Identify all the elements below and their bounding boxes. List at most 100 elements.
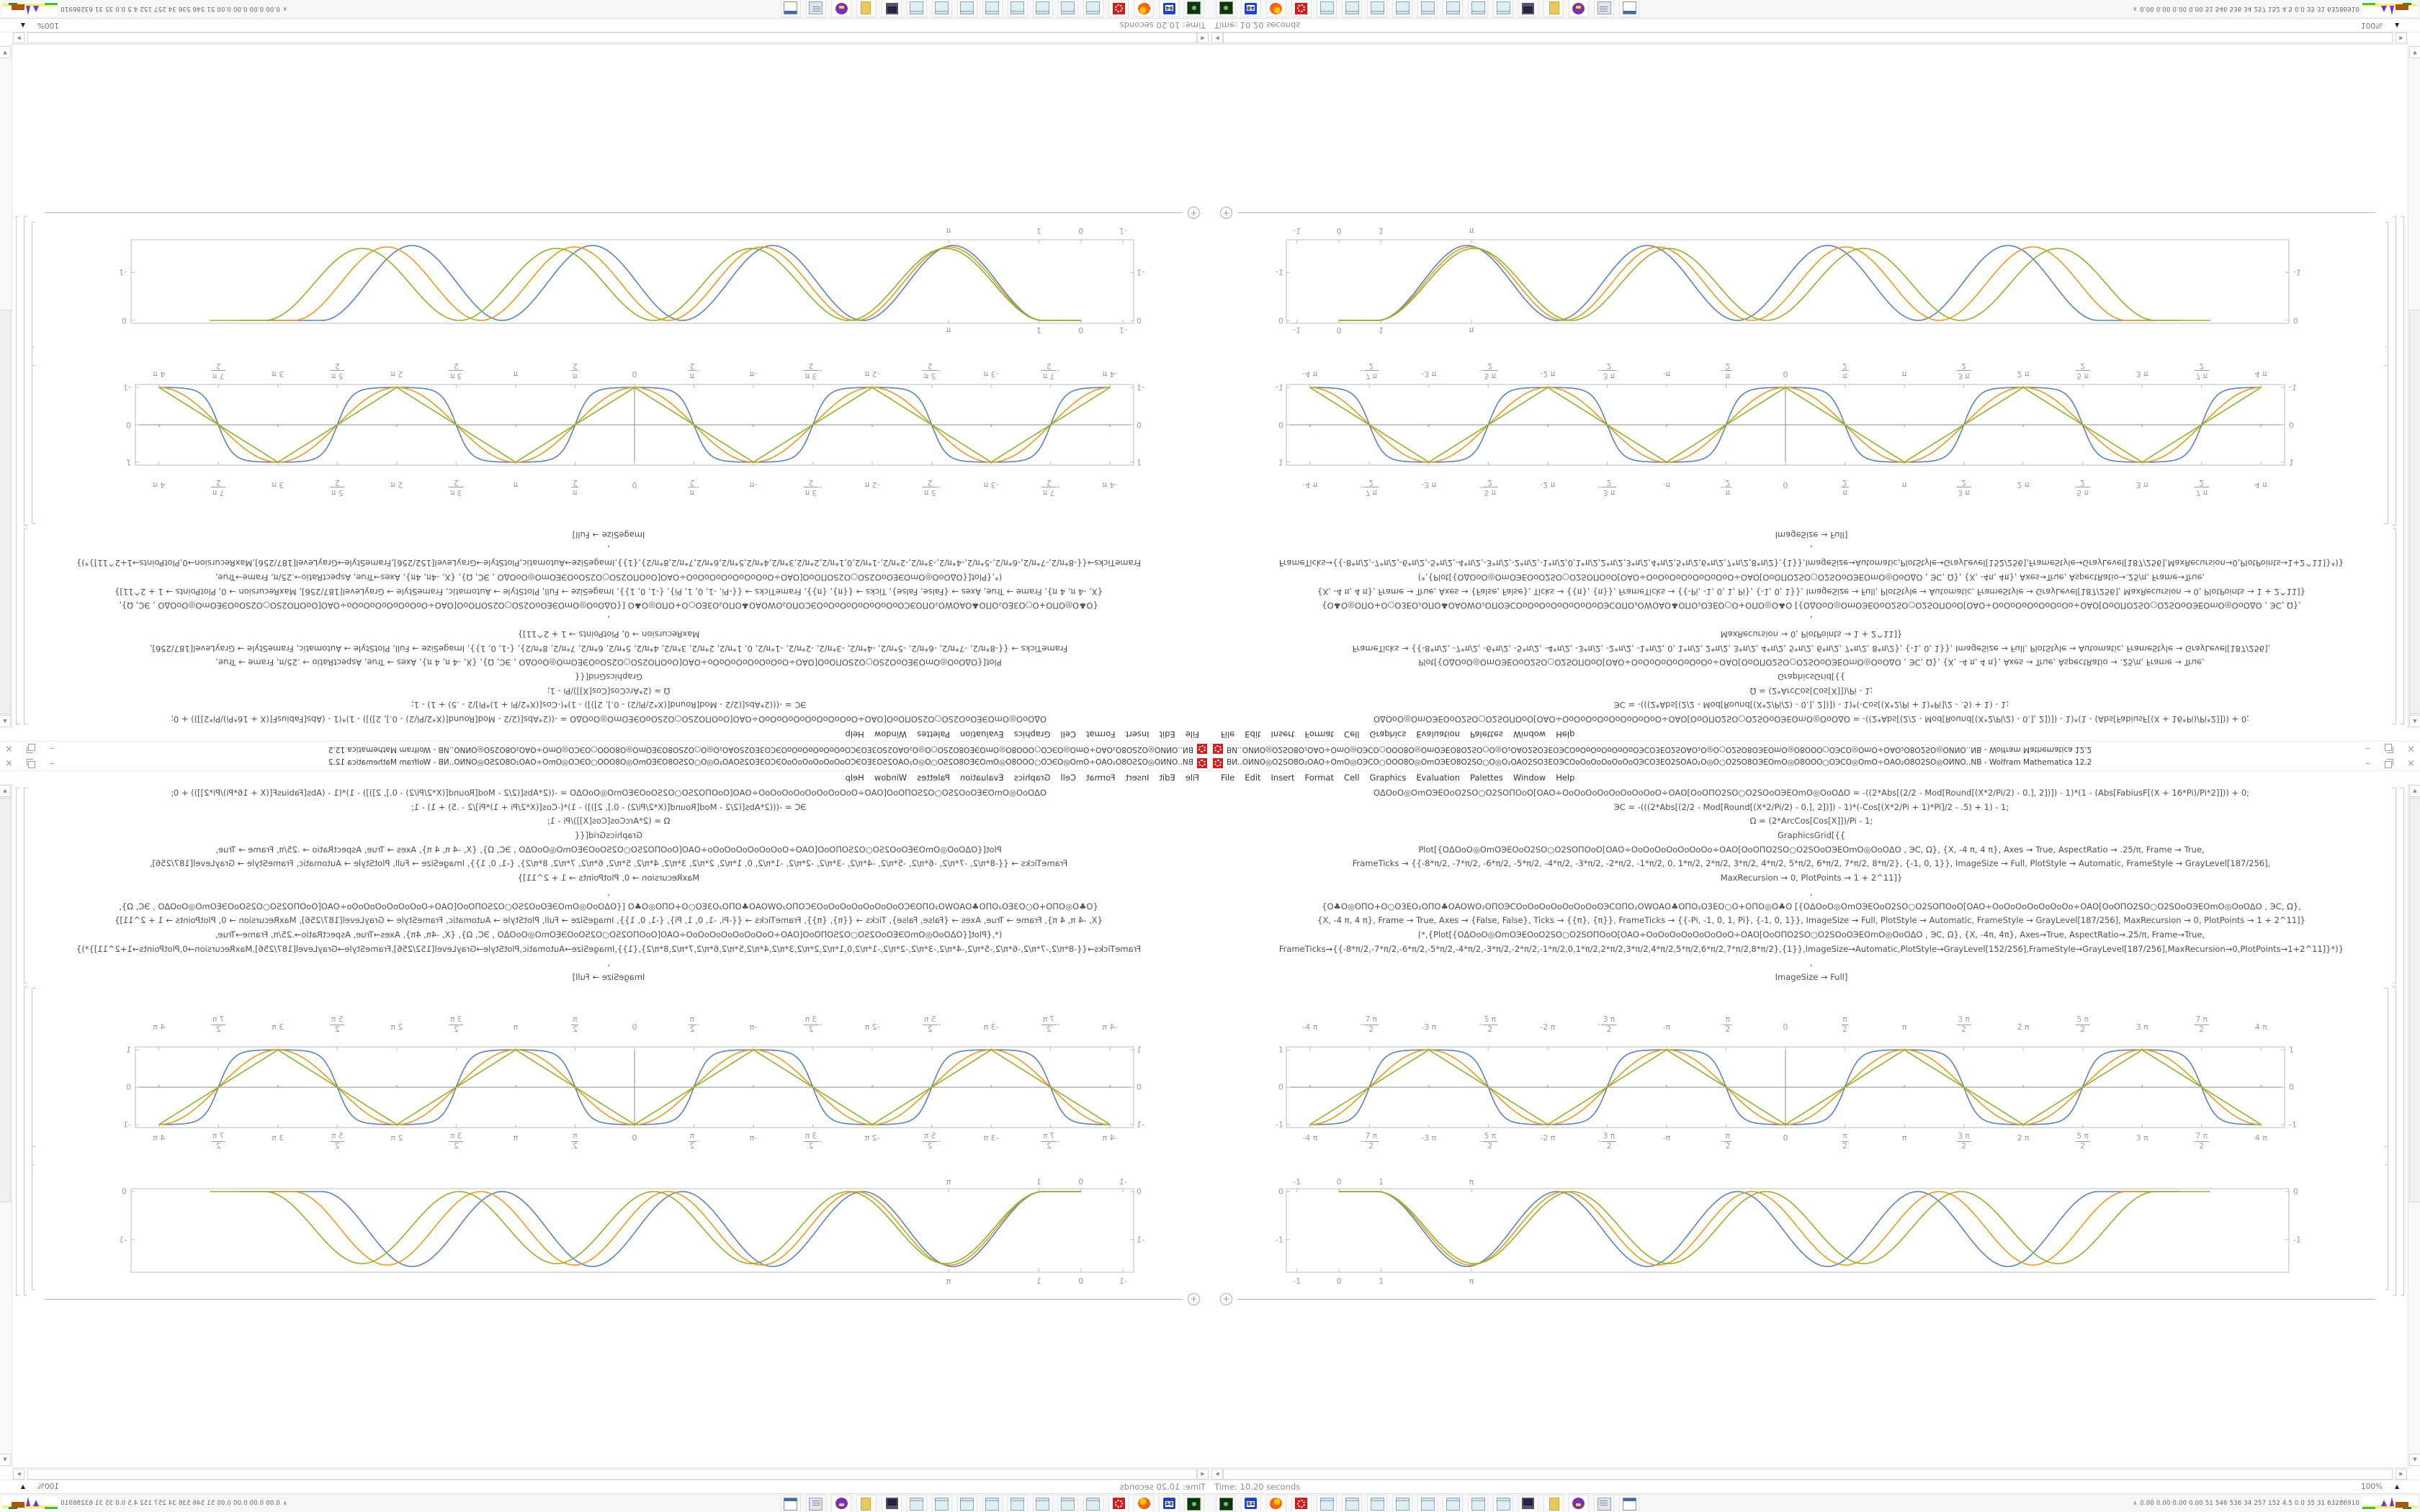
folder-icon-button[interactable] xyxy=(856,0,877,17)
horizontal-scrollbar[interactable]: ◀ ▶ xyxy=(1210,1467,2408,1480)
code-line[interactable]: Ω = (2*ArcCos[Cos[X]])/Pi - 1; xyxy=(547,816,671,827)
notepad-icon-button[interactable] xyxy=(932,1495,952,1512)
code-line[interactable]: ImageSize → Full] xyxy=(1775,530,1848,541)
title-bar[interactable]: ВИ..ΟИΝΟ◎Ο2SΟ8Ο₂ΟΑΟ÷ΟmΟ◎ΟЭCΟ○ΟΟΟ8Ο◎ΟmΟЭΕ… xyxy=(1210,741,2420,756)
menu-item-palettes[interactable]: Palettes xyxy=(1470,772,1503,783)
media-player-icon-button[interactable] xyxy=(1569,0,1589,17)
magnification-menu-arrow[interactable]: ▲ xyxy=(20,22,25,29)
code-line[interactable]: FrameTicks→{{-8*π/2,-7*π/2,-6*π/2,-5*π/2… xyxy=(76,943,1142,954)
menu-item-help[interactable]: Help xyxy=(1556,772,1575,783)
magnification-control[interactable]: 100% xyxy=(37,21,59,30)
minimize-button[interactable]: – xyxy=(50,757,55,769)
menu-item-window[interactable]: Window xyxy=(874,772,908,783)
code-line[interactable]: MaxRecursion → 0, PlotPoints → 1 + 2^11]… xyxy=(517,873,700,883)
code-line[interactable]: FrameTicks→{{-8*π/2,-7*π/2,-6*π/2,-5*π/2… xyxy=(1278,943,2344,954)
scroll-up-button[interactable]: ▲ xyxy=(0,715,11,727)
cell-insertion-line[interactable] xyxy=(45,1299,1183,1300)
media-player-icon-button[interactable] xyxy=(831,1495,851,1512)
cell-bracket-group[interactable] xyxy=(2400,216,2404,724)
console-window-icon-button[interactable] xyxy=(1619,1495,1639,1512)
code-line[interactable]: Plot[{ΟΔΟοΟ◎ΟmΟЭΕΟοΟ2SΟ○Ο2SΟΠΟοΟ[ΟΑΟ÷ΟοΟ… xyxy=(1418,844,2205,855)
cell-bracket-input[interactable] xyxy=(2392,788,2396,984)
notepad-icon-button[interactable] xyxy=(1417,1495,1438,1512)
document-scroll-icon-button[interactable] xyxy=(806,1495,826,1512)
cell-bracket-plot2[interactable] xyxy=(2384,222,2388,366)
menu-item-graphics[interactable]: Graphics xyxy=(1013,729,1051,740)
cell-insertion-line[interactable] xyxy=(45,212,1183,213)
floppy64-save-icon-button[interactable]: 64 xyxy=(1241,0,1261,17)
notepad-icon-button[interactable] xyxy=(957,1495,977,1512)
restore-button[interactable] xyxy=(26,758,35,769)
code-line[interactable]: Plot[{ΟΔΟοΟ◎ΟmΟЭΕΟοΟ2SΟ○Ο2SΟΠΟοΟ[ΟΑΟ÷ΟοΟ… xyxy=(215,844,1002,855)
display-settings-icon-button[interactable] xyxy=(882,1495,902,1512)
menu-item-cell[interactable]: Cell xyxy=(1344,772,1360,783)
title-bar[interactable]: ВИ..ΟИΝΟ◎Ο2SΟ8Ο₂ΟΑΟ÷ΟmΟ◎ΟЭCΟ○ΟΟΟ8Ο◎ΟmΟЭΕ… xyxy=(0,756,1210,771)
menu-item-help[interactable]: Help xyxy=(845,772,864,783)
code-line[interactable]: ЭC = -(((2*Abs[(2/2 - Mod[Round[(X*2/Pi/… xyxy=(1613,801,2009,812)
code-line[interactable]: {Ο♣Ο◎ΟΠΟ+Ο○Ο3ΕΟ₂ΟΠΟ♣ΟΑΟWΟ₂ΟΠΟЭCΟοΟοΟοΟοΟ… xyxy=(1322,901,2301,912)
notebook-content[interactable]: ΟΔΟοΟ◎ΟmΟЭΕΟοΟ2SΟ○Ο2SΟΠΟοΟ[ΟΑΟ÷ΟοΟοΟοΟοΟ… xyxy=(1210,45,2420,729)
folder-icon-button[interactable] xyxy=(856,1495,877,1512)
notepad-icon-button[interactable] xyxy=(1367,0,1387,17)
cell-bracket-group[interactable] xyxy=(16,788,20,1296)
minimize-button[interactable]: – xyxy=(2365,743,2370,755)
notepad-icon-button[interactable] xyxy=(907,1495,927,1512)
firefox-icon-button[interactable] xyxy=(1134,1495,1154,1512)
restore-button[interactable] xyxy=(26,744,35,755)
magnification-menu-arrow[interactable]: ▲ xyxy=(2395,22,2400,29)
code-line[interactable]: {Ο♣Ο◎ΟΠΟ+Ο○Ο3ΕΟ₂ΟΠΟ♣ΟΑΟWΟ₂ΟΠΟЭCΟοΟοΟοΟοΟ… xyxy=(119,901,1098,912)
code-line[interactable]: {X, -4 π, 4 π}, Frame → True, Axes → {Fa… xyxy=(1317,586,2305,597)
notepad-icon-button[interactable] xyxy=(1033,1495,1053,1512)
display-settings-icon-button[interactable] xyxy=(882,0,902,17)
magnification-control[interactable]: 100% xyxy=(2361,1482,2383,1491)
menu-item-palettes[interactable]: Palettes xyxy=(917,729,950,740)
code-line[interactable]: ImageSize → Full] xyxy=(572,530,645,541)
code-line[interactable]: , xyxy=(1810,544,1813,554)
scroll-up-button[interactable]: ▲ xyxy=(2409,715,2420,727)
code-line[interactable]: (*,{Plot[{ΟΔΟοΟ◎ΟmΟЭΕΟοΟ2SΟ○Ο2SΟΠΟοΟ[ΟΑΟ… xyxy=(1417,572,2205,583)
menu-item-insert[interactable]: Insert xyxy=(1125,772,1150,783)
mathematica-icon-button[interactable] xyxy=(1108,1495,1129,1512)
scroll-down-button[interactable]: ▼ xyxy=(2409,1454,2420,1466)
menu-item-graphics[interactable]: Graphics xyxy=(1369,772,1407,783)
vertical-scrollbar[interactable]: ▲ ▼ xyxy=(2408,783,2420,1467)
notebook-content[interactable]: ΟΔΟοΟ◎ΟmΟЭΕΟοΟ2SΟ○Ο2SΟΠΟοΟ[ΟΑΟ÷ΟοΟοΟοΟοΟ… xyxy=(1210,783,2420,1467)
menu-item-graphics[interactable]: Graphics xyxy=(1369,729,1407,740)
code-line[interactable]: ЭC = -(((2*Abs[(2/2 - Mod[Round[(X*2/Pi/… xyxy=(411,700,807,711)
code-line[interactable]: (*,{Plot[{ΟΔΟοΟ◎ΟmΟЭΕΟοΟ2SΟ○Ο2SΟΠΟοΟ[ΟΑΟ… xyxy=(1417,929,2205,940)
menu-item-help[interactable]: Help xyxy=(845,729,864,740)
code-line[interactable]: , xyxy=(607,615,610,626)
insert-cell-button[interactable]: + xyxy=(1188,1293,1200,1305)
insert-cell-button[interactable]: + xyxy=(1220,207,1232,219)
magnification-menu-arrow[interactable]: ▲ xyxy=(2395,1483,2400,1490)
menu-item-palettes[interactable]: Palettes xyxy=(917,772,950,783)
system-monitor-graph[interactable] xyxy=(3,1,58,17)
code-line[interactable]: FrameTicks → {{-8*π/2, -7*π/2, -6*π/2, -… xyxy=(149,858,1068,869)
system-monitor-graph[interactable] xyxy=(2362,1,2417,17)
scroll-down-button[interactable]: ▼ xyxy=(2409,46,2420,58)
cell-bracket-plot1[interactable] xyxy=(32,347,36,524)
emulator-icon-button[interactable] xyxy=(1184,1495,1204,1512)
code-line[interactable]: {X, -4 π, 4 π}, Frame → True, Axes → {Fa… xyxy=(115,915,1103,926)
media-player-icon-button[interactable] xyxy=(1569,1495,1589,1512)
cell-bracket-output[interactable] xyxy=(24,216,28,526)
code-line[interactable]: , xyxy=(1810,886,1813,897)
menu-item-file[interactable]: File xyxy=(1185,772,1199,783)
code-line[interactable]: GraphicsGrid[{{ xyxy=(574,830,643,841)
code-line[interactable]: ЭC = -(((2*Abs[(2/2 - Mod[Round[(X*2/Pi/… xyxy=(411,801,807,812)
menu-item-format[interactable]: Format xyxy=(1085,772,1116,783)
notepad-icon-button[interactable] xyxy=(1008,0,1028,17)
notepad-icon-button[interactable] xyxy=(907,0,927,17)
menu-item-format[interactable]: Format xyxy=(1304,772,1335,783)
code-line[interactable]: {X, -4 π, 4 π}, Frame → True, Axes → {Fa… xyxy=(115,586,1103,597)
code-line[interactable]: {Ο♣Ο◎ΟΠΟ+Ο○Ο3ΕΟ₂ΟΠΟ♣ΟΑΟWΟ₂ΟΠΟЭCΟοΟοΟοΟοΟ… xyxy=(1322,600,2301,611)
menu-item-cell[interactable]: Cell xyxy=(1060,772,1076,783)
menu-item-graphics[interactable]: Graphics xyxy=(1013,772,1051,783)
floppy64-save-icon-button[interactable]: 64 xyxy=(1159,1495,1179,1512)
horizontal-scrollbar[interactable]: ◀ ▶ xyxy=(12,32,1210,45)
cell-bracket-group[interactable] xyxy=(16,216,20,724)
system-monitor-graph[interactable] xyxy=(2362,1495,2417,1511)
vertical-scroll-thumb[interactable] xyxy=(2409,310,2420,714)
horizontal-scroll-thumb[interactable] xyxy=(27,32,1197,43)
code-line[interactable]: MaxRecursion → 0, PlotPoints → 1 + 2^11]… xyxy=(1720,629,1903,639)
